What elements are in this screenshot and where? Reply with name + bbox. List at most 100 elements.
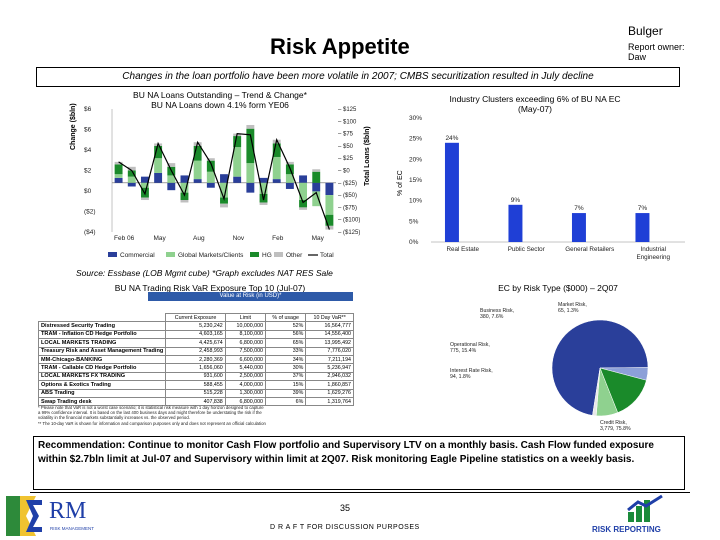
cluster-bar (571, 213, 586, 242)
var-row-name: ABS Trading (37, 388, 167, 398)
ec-pie-label-line: Business Risk, (480, 308, 514, 314)
var-row-var10: 1,860,857 (305, 380, 354, 390)
loan-bar-commercial (206, 182, 215, 188)
var-table-row: TRAM - Inflation CD Hedge Portfolio 4,603… (37, 329, 354, 340)
loan-left-tick: ($4) (84, 229, 96, 236)
cluster-y-tick: 10% (409, 198, 422, 205)
cluster-data-label: 9% (511, 197, 521, 204)
recommendation-label: Recommendation: (38, 440, 126, 451)
cluster-y-tick: 5% (409, 218, 419, 225)
loan-bar-commercial (312, 182, 321, 192)
rm-logo: RM RISK MANAGEMENT (6, 496, 124, 536)
ec-pie-label: Credit Risk, 3,779, 75.8% (600, 420, 631, 432)
var-row-name: MM-Chicago-BANKING (37, 354, 167, 365)
loan-bar-hg (246, 128, 255, 164)
loan-left-tick: $2 (84, 168, 92, 175)
var-col-limit: Limit (224, 312, 267, 323)
loan-x-tick: Feb (272, 235, 284, 242)
loan-bar-other (285, 161, 294, 165)
company-name: Bulger (628, 24, 663, 38)
loan-bar-global-markets-clients (220, 182, 228, 198)
var-table-row: LOCAL MARKETS FX TRADING 931,600 2,500,000… (37, 371, 354, 382)
loan-bar-global-markets-clients (246, 163, 255, 183)
ec-pie-label-line: 3,779, 75.8% (600, 426, 631, 432)
rm-logo-text: RM (49, 498, 87, 524)
loan-bar-other (140, 197, 149, 201)
loan-bar-hg (127, 170, 136, 177)
cluster-chart-title-line1: Industry Clusters exceeding 6% of BU NA … (449, 94, 621, 104)
var-row-usage: 39% (265, 388, 307, 398)
loan-right-tick: – $0 (338, 169, 350, 175)
var-col-exposure: Current Exposure (165, 312, 226, 323)
loan-trend-chart: $6 $6 $4 $2 $0 ($2) ($4) – $125 – $100 – $75 – $50… (84, 106, 360, 259)
var-row-name: Treasury Risk and Asset Management Tradi… (37, 346, 167, 356)
loan-bar-global-markets-clients (299, 182, 308, 201)
ec-pie-label-line: Operational Risk, (450, 342, 490, 348)
var-row-limit: 6,600,000 (224, 354, 267, 365)
risk-reporting-text: RISK REPORTING (592, 525, 661, 534)
ec-pie-label-line: 775, 15.4% (450, 348, 477, 354)
var-row-exposure: 588,455 (165, 380, 226, 390)
loan-bar-other (167, 163, 176, 167)
loan-right-tick: – ($25) (338, 181, 357, 187)
loan-total-line (118, 132, 330, 230)
var-row-exposure: 515,228 (165, 388, 226, 398)
var-row-name: LOCAL MARKETS TRADING (37, 338, 167, 348)
var-row-var10: 7,776,020 (305, 346, 354, 356)
source-note: Source: Essbase (LOB Mgmt cube) *Graph e… (76, 268, 333, 278)
loan-legend-swatch (108, 252, 117, 257)
var-row-limit: 7,500,000 (224, 346, 267, 356)
cluster-x-tick: Real Estate (446, 246, 479, 253)
cluster-data-label: 7% (574, 205, 584, 212)
loan-bar-global-markets-clients (325, 195, 334, 215)
footer-rule (30, 492, 690, 493)
loan-bar-global-markets-clients (140, 182, 149, 188)
loan-bar-other (312, 169, 321, 172)
loan-x-tick: May (312, 235, 325, 242)
loan-bar-global-markets-clients (127, 176, 136, 183)
loan-bar-hg (325, 214, 334, 226)
cluster-chart-title-line2: (May-07) (517, 104, 552, 114)
var-row-limit: 2,500,000 (224, 371, 267, 382)
var-row-var10: 1,629,276 (305, 388, 354, 398)
ec-pie-label-line: Market Risk, (558, 302, 587, 308)
loan-right-tick: – ($75) (338, 205, 357, 211)
loan-bar-global-markets-clients (114, 174, 123, 178)
var-table-row: Distressed Security Trading 5,230,242 10,0… (37, 321, 354, 331)
loan-legend-swatch (274, 252, 283, 257)
rm-logo-sub: RISK MANAGEMENT (50, 526, 95, 531)
loan-bar-hg (114, 164, 123, 175)
ec-pie-label-line: Credit Risk, (600, 420, 627, 426)
cluster-data-label: 24% (445, 135, 458, 142)
var-row-exposure: 2,458,993 (165, 346, 226, 356)
loan-x-tick: Aug (193, 235, 205, 242)
var-row-usage: 33% (265, 346, 307, 356)
industry-cluster-chart: 30% 25% 20% 15% 10% 5% 0% 24% Real Estate 9% Publi… (409, 115, 685, 261)
loan-bar-commercial (233, 176, 242, 183)
loan-bar-global-markets-clients (206, 171, 215, 183)
var-row-limit: 8,100,000 (224, 329, 267, 340)
ec-pie-label: Operational Risk, 775, 15.4% (450, 342, 490, 354)
var-col-var10: 10 Day VaR** (305, 312, 354, 323)
draft-notice: D R A F T FOR DISCUSSION PURPOSES (270, 524, 420, 531)
var-row-exposure: 2,280,369 (165, 354, 226, 365)
loan-right-tick: – $125 (338, 107, 357, 113)
var-footnote: * Please note that VaR is not a worst ca… (38, 405, 264, 410)
loan-chart-left-axis-label: Change ($bln) (70, 103, 77, 150)
loan-bar-other (259, 202, 268, 205)
loan-right-tick: – ($100) (338, 218, 360, 224)
loan-bar-hg (272, 143, 281, 157)
ec-risk-type-pie: Credit Risk, 3,779, 75.8% Interest Rate Ri… (450, 302, 649, 432)
loan-bar-commercial (154, 172, 163, 183)
ec-pie-title: EC by Risk Type ($000) – 2Q07 (498, 283, 618, 293)
loan-bar-commercial (167, 182, 176, 191)
loan-bar-other (246, 124, 255, 129)
ec-pie-label: Market Risk, 65, 1.3% (558, 302, 587, 314)
loan-bar-global-markets-clients (259, 182, 268, 194)
var-row-exposure: 5,230,242 (165, 321, 226, 331)
loan-right-tick: – $25 (338, 156, 354, 162)
loan-bar-global-markets-clients (154, 158, 163, 173)
var-row-limit: 1,300,000 (224, 388, 267, 398)
loan-bar-hg (206, 160, 215, 172)
loan-bar-other (180, 200, 189, 203)
